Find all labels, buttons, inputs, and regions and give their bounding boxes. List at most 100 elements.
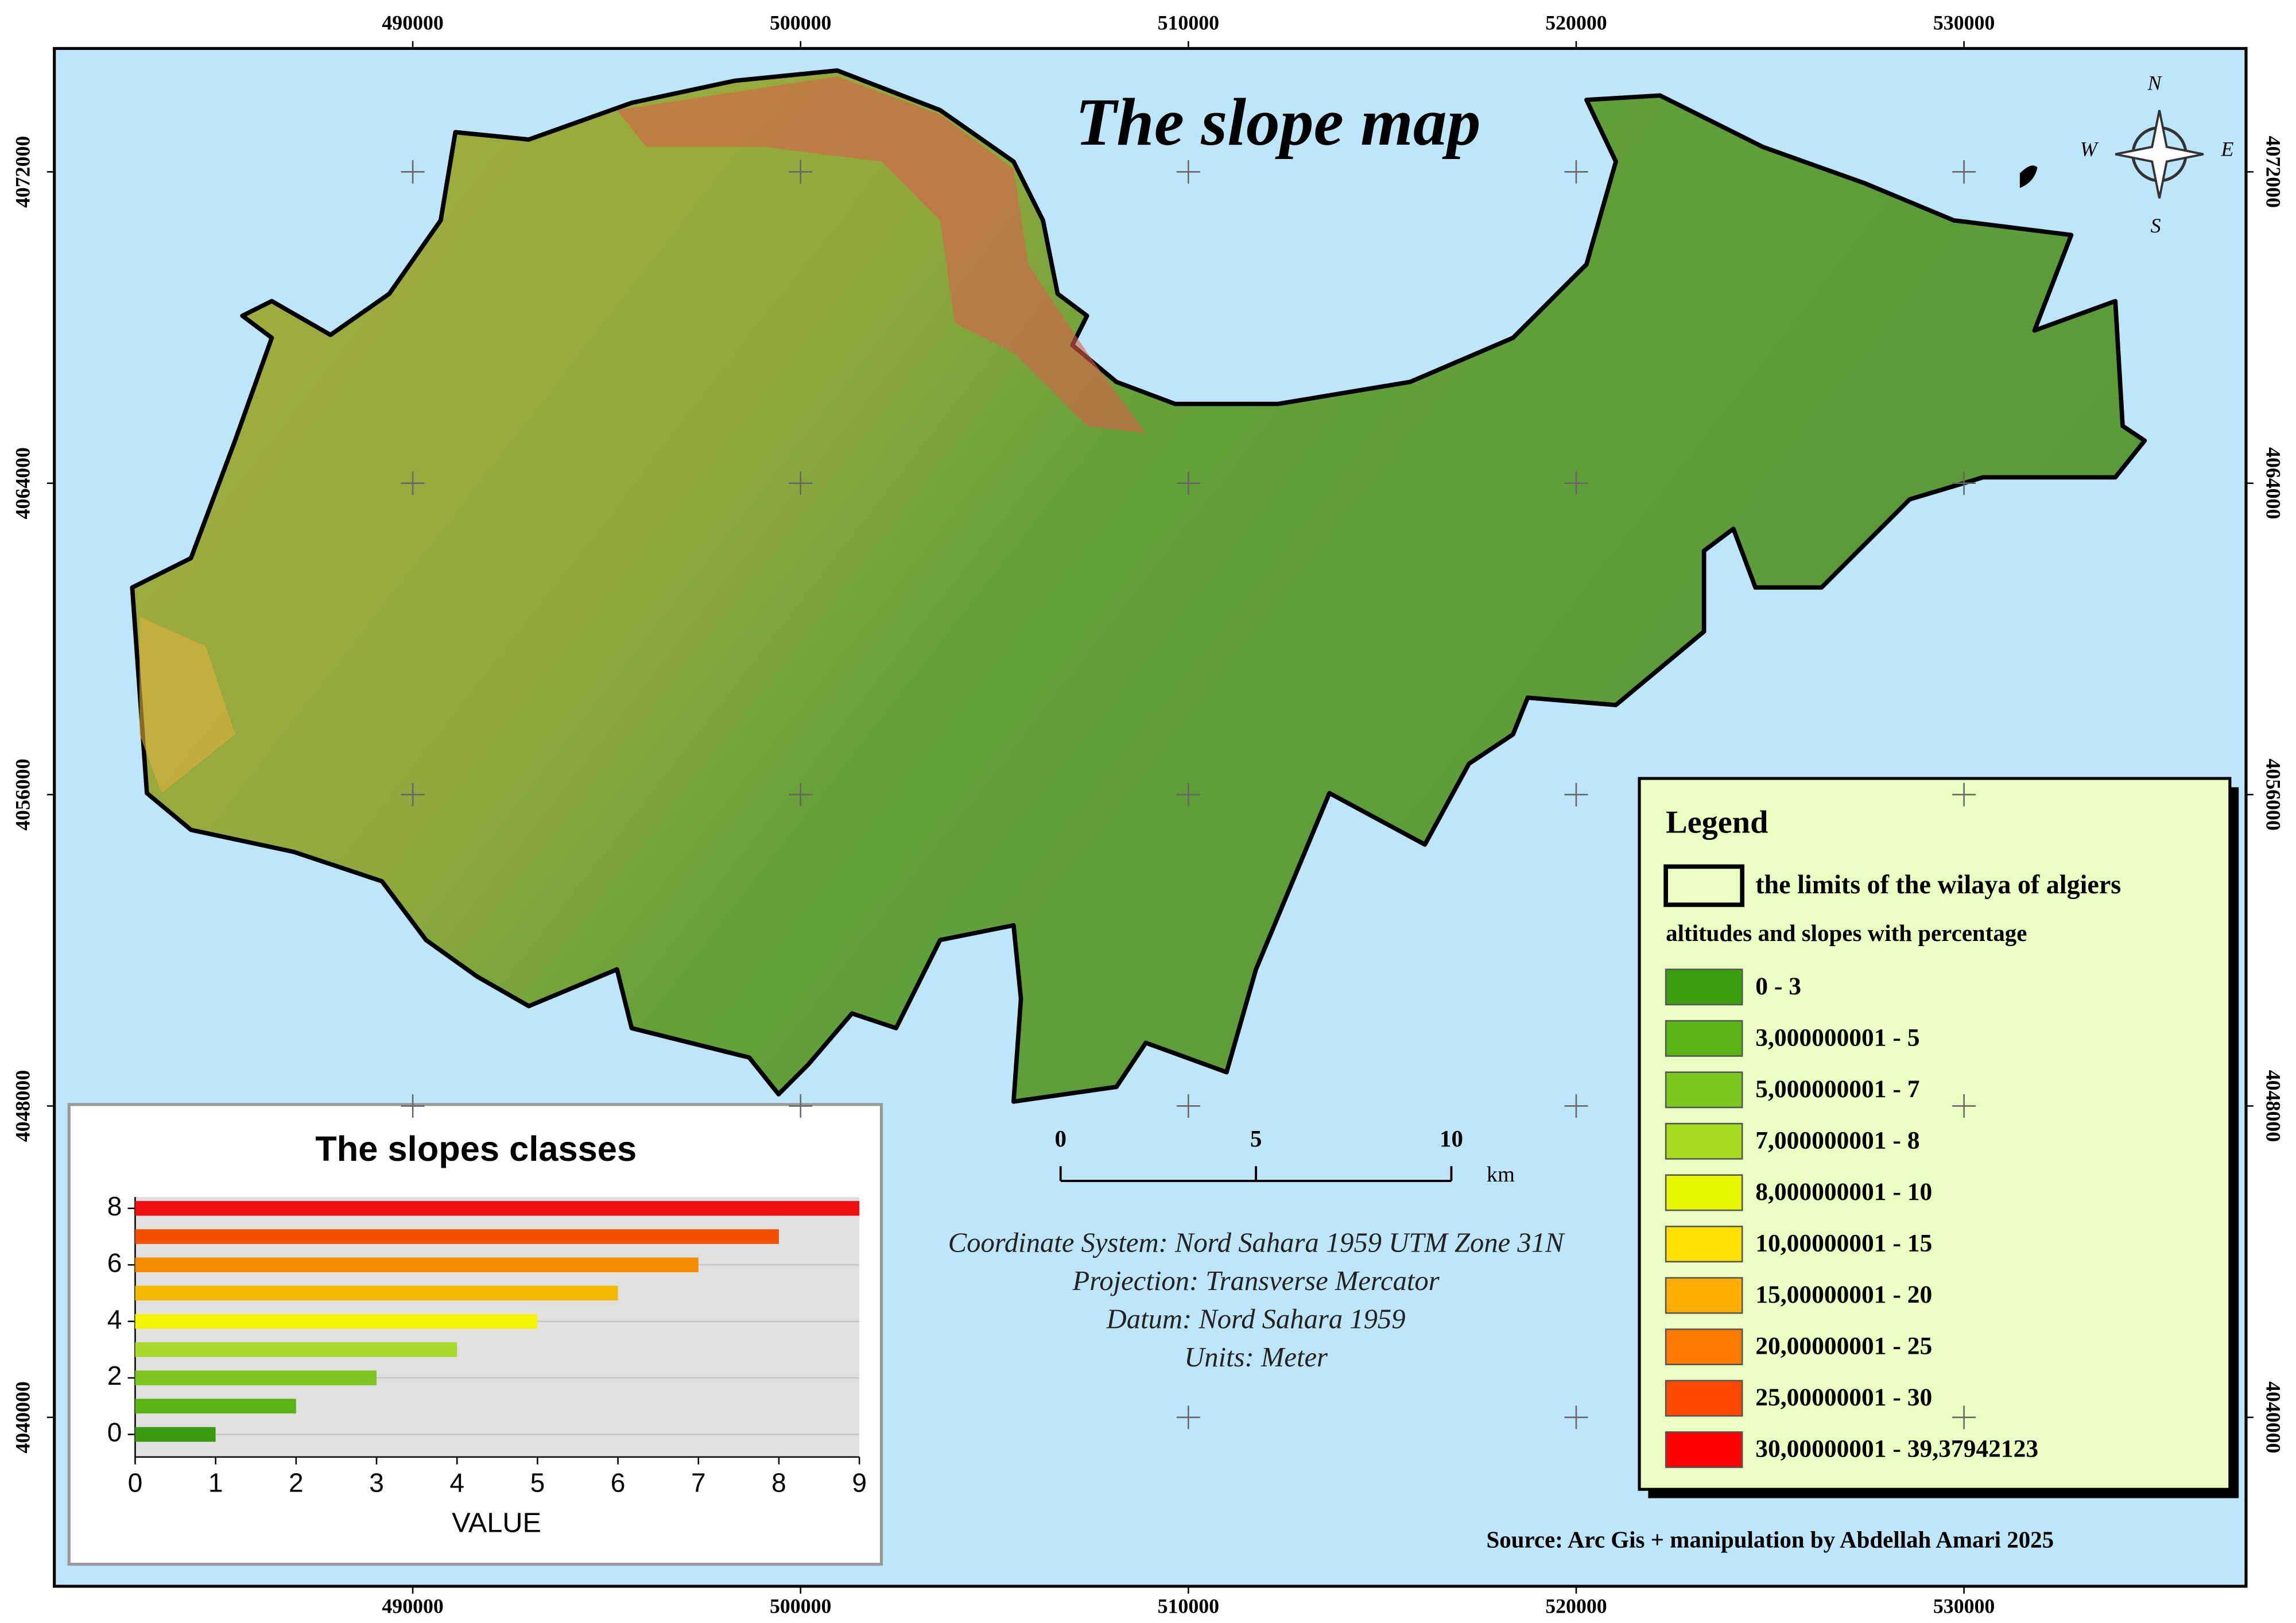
y-coord-left: 4072000 <box>11 136 34 208</box>
projection-info: Units: Meter <box>1184 1342 1328 1373</box>
x-coord-top: 510000 <box>1158 11 1219 34</box>
steep-west <box>139 617 235 793</box>
y-tick-label: 6 <box>107 1248 122 1277</box>
legend-title: Legend <box>1666 805 1768 840</box>
bar <box>135 1200 860 1216</box>
scale-label: 0 <box>1054 1126 1066 1152</box>
bar <box>135 1370 377 1385</box>
grid-cross <box>1564 1094 1588 1118</box>
x-coord-bottom: 500000 <box>770 1595 831 1618</box>
bar <box>135 1399 296 1414</box>
legend-swatch <box>1665 1071 1743 1109</box>
bar <box>135 1314 538 1329</box>
grid-cross <box>789 1094 813 1118</box>
x-tick-label: 7 <box>691 1468 706 1498</box>
y-tick-label: 0 <box>107 1417 122 1447</box>
y-coord-left: 4056000 <box>11 758 34 830</box>
grid-cross <box>1952 1405 1976 1430</box>
grid-cross <box>401 471 425 495</box>
x-tick-label: 3 <box>369 1468 384 1498</box>
legend-label: 0 - 3 <box>1755 973 1801 1000</box>
grid-cross <box>1564 471 1588 495</box>
compass-w: W <box>2080 138 2099 161</box>
legend-label: 7,000000001 - 8 <box>1755 1126 1919 1154</box>
x-coord-top: 530000 <box>1933 11 1995 34</box>
y-coord-right: 4056000 <box>2262 758 2285 830</box>
legend-boundary-swatch <box>1663 864 1745 907</box>
chart-title: The slopes classes <box>315 1129 637 1169</box>
legend-swatch <box>1665 969 1743 1006</box>
compass <box>2115 110 2204 199</box>
x-axis-label: VALUE <box>452 1507 541 1538</box>
scale-label: 5 <box>1250 1126 1262 1152</box>
x-coord-bottom: 490000 <box>382 1595 443 1618</box>
bar <box>135 1285 618 1301</box>
y-coord-right: 4072000 <box>2262 136 2285 208</box>
y-coord-right: 4040000 <box>2262 1381 2285 1453</box>
compass-star <box>2115 110 2204 199</box>
x-coord-bottom: 510000 <box>1158 1595 1219 1618</box>
y-coord-right: 4064000 <box>2262 447 2285 519</box>
grid-cross <box>1952 160 1976 184</box>
legend-label: 8,000000001 - 10 <box>1755 1178 1932 1206</box>
x-tick-label: 4 <box>449 1468 464 1498</box>
x-coord-top: 520000 <box>1545 11 1607 34</box>
grid-cross <box>1176 160 1200 184</box>
grid-cross <box>1952 1094 1976 1118</box>
legend-label: 10,00000001 - 15 <box>1755 1229 1932 1257</box>
grid-cross <box>1176 1094 1200 1118</box>
legend-swatch <box>1665 1277 1743 1314</box>
scale-label: 10 <box>1440 1126 1463 1152</box>
grid-cross <box>1952 471 1976 495</box>
grid-cross <box>1564 783 1588 807</box>
grid-cross <box>1176 471 1200 495</box>
grid-cross <box>401 783 425 807</box>
legend-swatch <box>1665 1122 1743 1160</box>
legend-label: 15,00000001 - 20 <box>1755 1281 1932 1308</box>
grid-cross <box>1564 1405 1588 1430</box>
legend-label: 3,000000001 - 5 <box>1755 1024 1919 1051</box>
grid-cross <box>401 1094 425 1118</box>
y-coord-right: 4048000 <box>2262 1070 2285 1142</box>
projection-info: Projection: Transverse Mercator <box>1072 1265 1440 1296</box>
legend-swatch <box>1665 1328 1743 1366</box>
legend-label: 30,00000001 - 39,37942123 <box>1755 1435 2038 1463</box>
x-tick-label: 0 <box>128 1468 143 1498</box>
grid-cross <box>1176 1405 1200 1430</box>
legend-swatch <box>1665 1020 1743 1057</box>
y-coord-left: 4064000 <box>11 447 34 519</box>
legend-label: 20,00000001 - 25 <box>1755 1333 1932 1360</box>
x-coord-top: 490000 <box>382 11 443 34</box>
x-coord-bottom: 530000 <box>1933 1595 1995 1618</box>
steep-coast <box>616 76 1146 433</box>
compass-n: N <box>2147 72 2163 95</box>
x-tick-label: 9 <box>852 1468 867 1498</box>
bar <box>135 1427 216 1442</box>
grid-cross <box>401 160 425 184</box>
grid-cross <box>789 160 813 184</box>
projection-info: Datum: Nord Sahara 1959 <box>1106 1304 1406 1335</box>
grid-cross <box>1564 160 1588 184</box>
x-coord-top: 500000 <box>770 11 831 34</box>
compass-s: S <box>2151 214 2161 237</box>
legend-label: 5,000000001 - 7 <box>1755 1075 1919 1103</box>
y-tick-label: 2 <box>107 1361 122 1390</box>
legend-swatch <box>1665 1225 1743 1262</box>
legend-swatch <box>1665 1380 1743 1417</box>
x-tick-label: 5 <box>530 1468 545 1498</box>
projection-info: Coordinate System: Nord Sahara 1959 UTM … <box>948 1227 1565 1258</box>
x-coord-bottom: 520000 <box>1545 1595 1607 1618</box>
legend-swatch <box>1665 1431 1743 1469</box>
bar <box>135 1342 457 1357</box>
compass-e: E <box>2220 138 2233 161</box>
wilaya-boundary <box>130 68 2147 1104</box>
y-tick-label: 8 <box>107 1191 122 1221</box>
x-tick-label: 8 <box>771 1468 786 1498</box>
map-title: The slope map <box>1075 85 1480 160</box>
x-tick-label: 1 <box>208 1468 223 1498</box>
scale-unit: km <box>1487 1163 1515 1187</box>
legend-boundary: the limits of the wilaya of algiers <box>1755 870 2121 899</box>
y-tick-label: 4 <box>107 1304 122 1334</box>
legend-label: 25,00000001 - 30 <box>1755 1384 1932 1411</box>
